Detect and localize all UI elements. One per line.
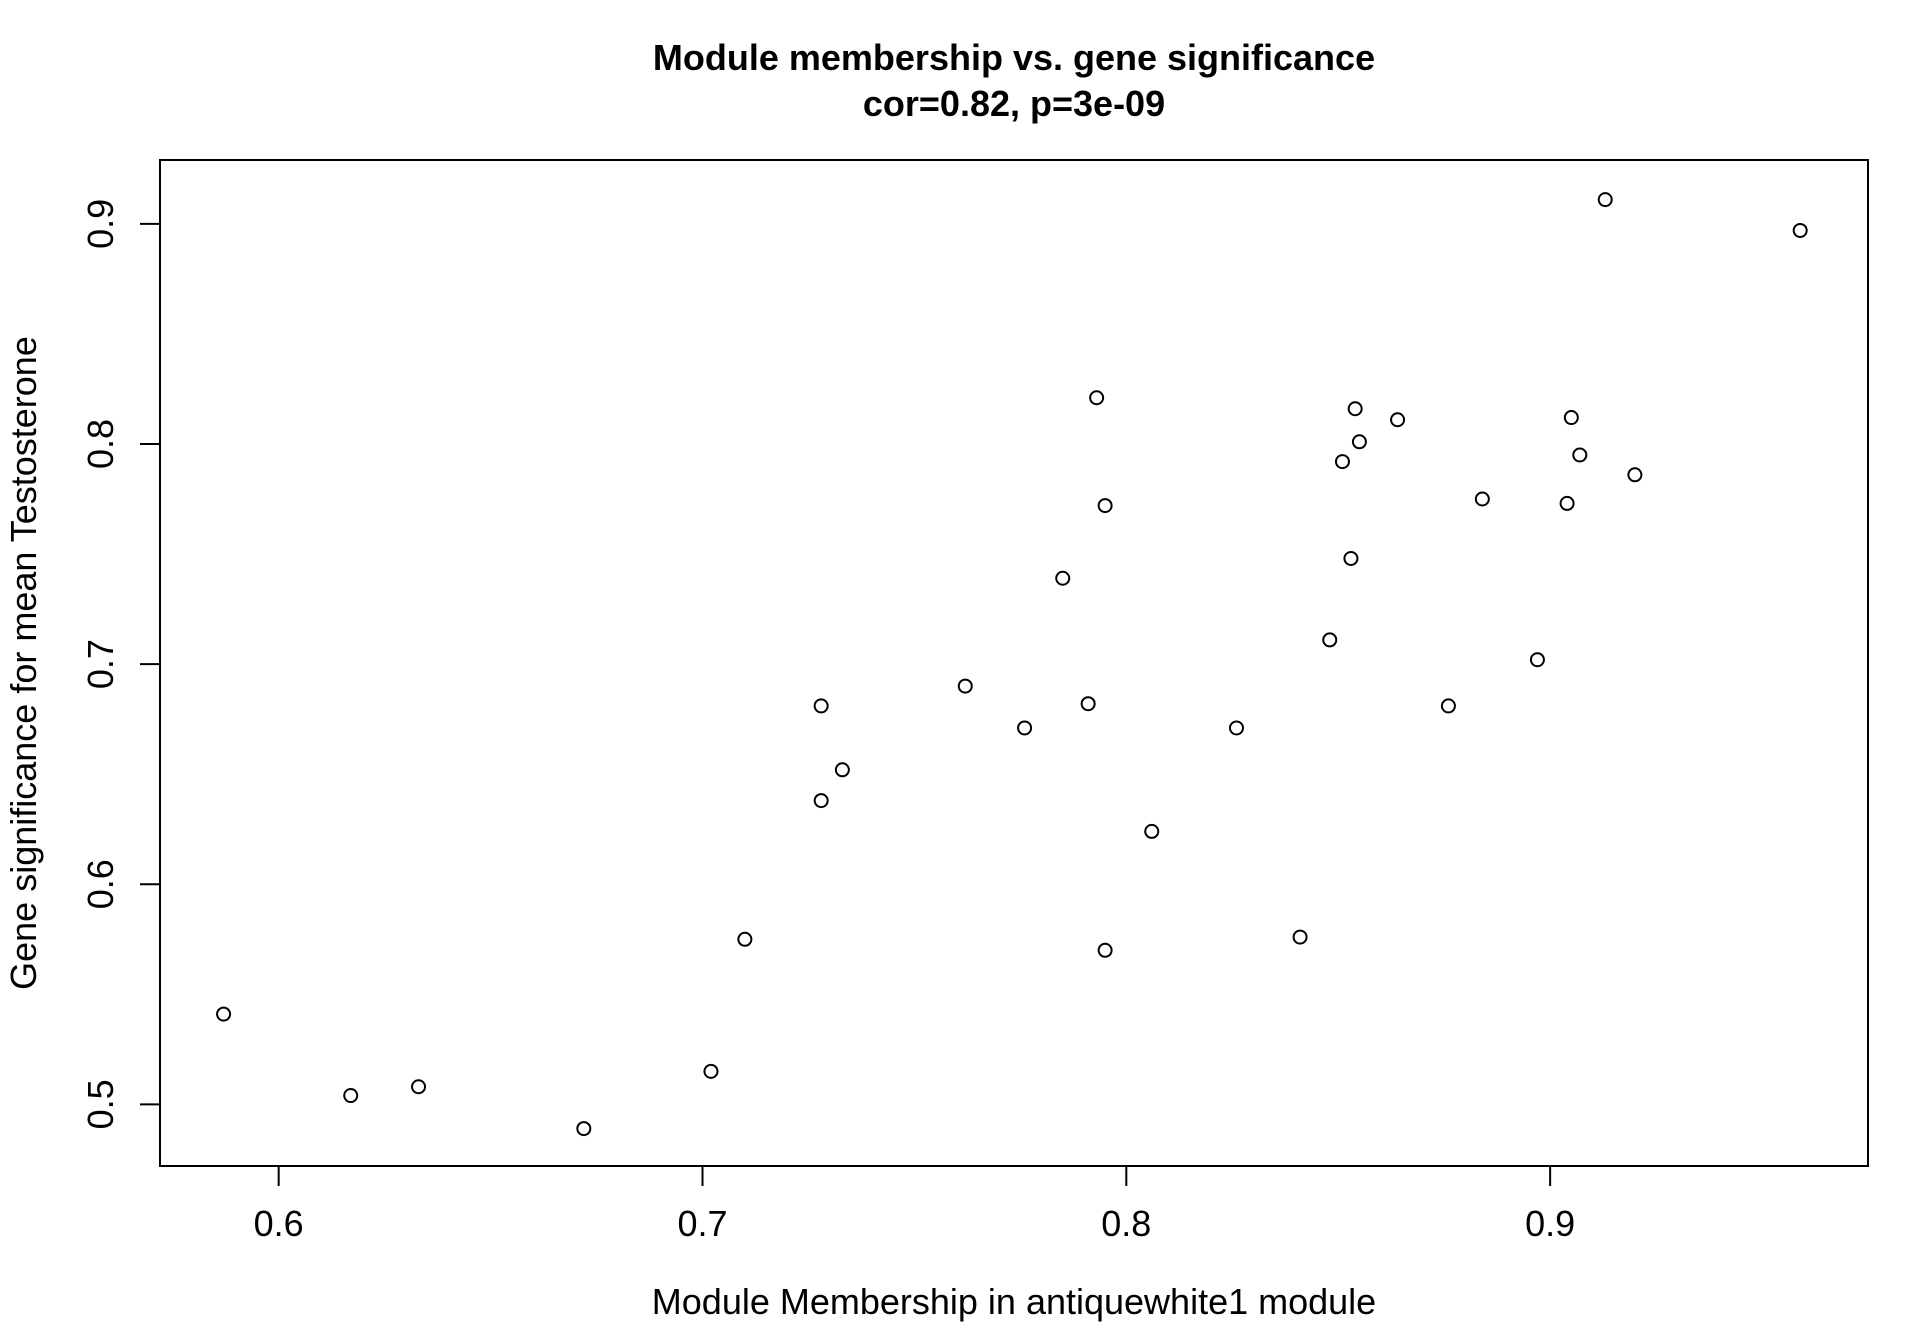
data-point bbox=[1144, 823, 1160, 839]
x-tick-label: 0.8 bbox=[1101, 1203, 1151, 1244]
data-point bbox=[1055, 570, 1071, 586]
data-point bbox=[1563, 410, 1579, 426]
data-point bbox=[1572, 447, 1588, 463]
data-point bbox=[1229, 720, 1245, 736]
data-point bbox=[1322, 632, 1338, 648]
data-point bbox=[1792, 222, 1808, 238]
chart-title: Module membership vs. gene significance bbox=[653, 37, 1375, 78]
data-point bbox=[1343, 550, 1359, 566]
plot-frame bbox=[159, 159, 1869, 1167]
data-point bbox=[1089, 390, 1105, 406]
data-point bbox=[343, 1088, 359, 1104]
data-point bbox=[1097, 498, 1113, 514]
data-point bbox=[1597, 192, 1613, 208]
x-tick-label: 0.6 bbox=[254, 1203, 304, 1244]
data-point bbox=[1347, 401, 1363, 417]
x-tick-label: 0.7 bbox=[677, 1203, 727, 1244]
y-tick-label: 0.7 bbox=[80, 639, 121, 689]
x-axis: 0.6 0.7 0.8 0.9 bbox=[254, 1166, 1575, 1244]
data-point bbox=[411, 1079, 427, 1095]
data-point bbox=[737, 931, 753, 947]
y-axis: 0.5 0.6 0.7 0.8 0.9 bbox=[80, 199, 160, 1129]
data-point bbox=[1390, 412, 1406, 428]
y-tick-label: 0.8 bbox=[80, 419, 121, 469]
data-point bbox=[1627, 467, 1643, 483]
data-point bbox=[1017, 720, 1033, 736]
data-point bbox=[1292, 929, 1308, 945]
data-point bbox=[216, 1006, 232, 1022]
chart-subtitle: cor=0.82, p=3e-09 bbox=[863, 83, 1165, 124]
y-tick-label: 0.6 bbox=[80, 859, 121, 909]
data-point bbox=[1351, 434, 1367, 450]
x-axis-label: Module Membership in antiquewhite1 modul… bbox=[652, 1281, 1376, 1322]
data-point bbox=[576, 1121, 592, 1137]
data-point bbox=[957, 678, 973, 694]
data-point bbox=[1097, 942, 1113, 958]
data-point bbox=[1529, 652, 1545, 668]
data-point bbox=[813, 793, 829, 809]
data-point bbox=[813, 698, 829, 714]
y-tick-label: 0.9 bbox=[80, 199, 121, 249]
data-point bbox=[1080, 696, 1096, 712]
data-points bbox=[216, 192, 1808, 1137]
data-point bbox=[1334, 454, 1350, 470]
data-point bbox=[703, 1063, 719, 1079]
data-point bbox=[1474, 491, 1490, 507]
data-point bbox=[834, 762, 850, 778]
x-tick-label: 0.9 bbox=[1525, 1203, 1575, 1244]
y-axis-label: Gene significance for mean Testosterone bbox=[3, 336, 44, 990]
y-tick-label: 0.5 bbox=[80, 1079, 121, 1129]
data-point bbox=[1559, 495, 1575, 511]
data-point bbox=[1440, 698, 1456, 714]
